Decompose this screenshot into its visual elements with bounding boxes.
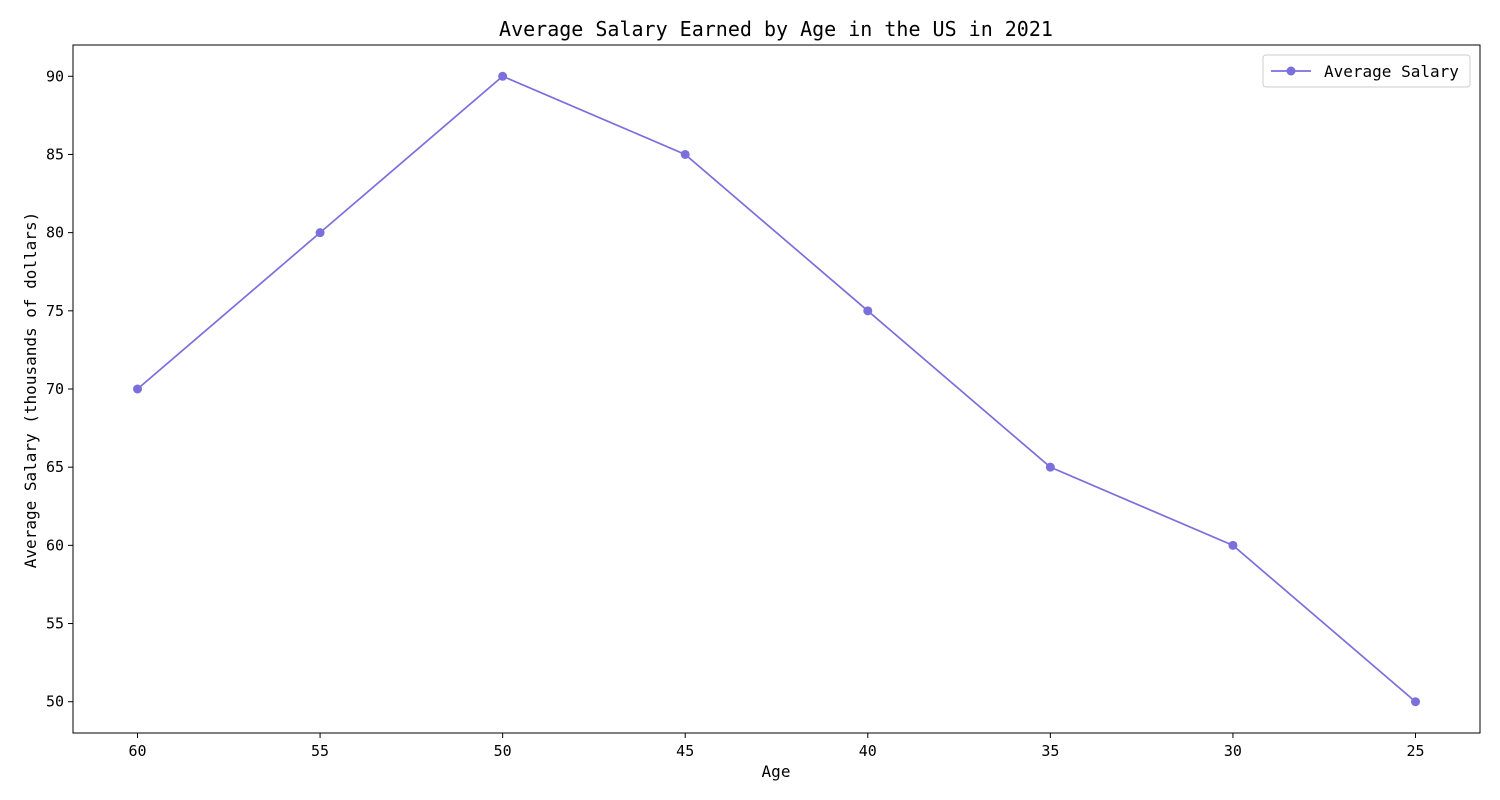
y-tick-label: 55 (46, 615, 64, 633)
x-axis-label: Age (762, 762, 791, 781)
y-tick-label: 85 (46, 145, 64, 163)
x-tick-label: 30 (1224, 742, 1242, 760)
legend-label: Average Salary (1324, 62, 1459, 81)
chart-title: Average Salary Earned by Age in the US i… (499, 17, 1053, 41)
x-tick-label: 25 (1406, 742, 1424, 760)
data-point (1228, 540, 1238, 550)
y-axis: 50 55 60 65 70 75 80 85 90 (46, 67, 73, 711)
y-tick-label: 65 (46, 458, 64, 476)
legend-box (1262, 54, 1471, 88)
x-axis: 60 55 50 45 40 35 30 25 (128, 733, 1425, 760)
data-point (498, 71, 508, 81)
x-tick-label: 55 (311, 742, 329, 760)
legend-point-marker (1286, 66, 1296, 76)
y-tick-label: 70 (46, 380, 64, 398)
y-axis-label: Average Salary (thousands of dollars) (21, 212, 40, 568)
x-tick-label: 50 (494, 742, 512, 760)
data-point (680, 149, 690, 159)
y-tick-label: 75 (46, 302, 64, 320)
x-tick-label: 35 (1041, 742, 1059, 760)
x-tick-label: 40 (859, 742, 877, 760)
data-point (315, 228, 325, 238)
y-tick-label: 80 (46, 224, 64, 242)
data-point (863, 306, 873, 316)
series-line (136, 75, 1417, 703)
data-point (1411, 697, 1420, 707)
x-tick-label: 45 (676, 742, 694, 760)
y-tick-label: 50 (46, 693, 64, 711)
x-tick-label: 60 (128, 742, 146, 760)
data-point (1045, 462, 1055, 472)
plot-area (72, 44, 1481, 734)
y-tick-label: 90 (46, 67, 64, 85)
data-point (133, 384, 142, 394)
legend: Average Salary (1262, 54, 1471, 88)
y-tick-label: 60 (46, 536, 64, 554)
series-layer (133, 71, 1420, 707)
